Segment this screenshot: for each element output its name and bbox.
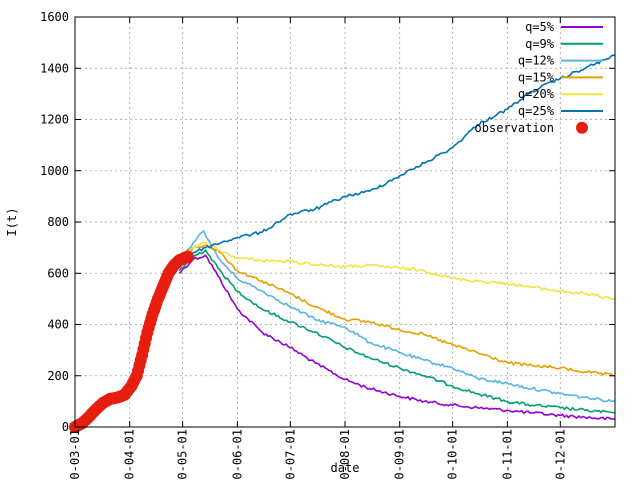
x-tick-label: 2020-03-01 (68, 429, 82, 480)
series-line-5 (178, 241, 616, 301)
grid (74, 16, 615, 428)
legend-swatch (576, 121, 588, 134)
x-axis-label: date (331, 461, 360, 475)
axis-ticks: 0 200 400 600 800 1000 1200 1400 1600 2020-03-01 2… (40, 10, 615, 485)
legend: q=5% q=9% q=12% q=15% q=20% q=25% observation (475, 20, 603, 135)
y-tick-label: 1600 (40, 10, 69, 24)
x-tick-label: 2020-10-01 (446, 429, 460, 480)
x-tick-label: 2020-08-01 (338, 429, 352, 480)
series-lines (178, 54, 616, 421)
y-tick-label: 800 (47, 215, 69, 229)
legend-label: q=9% (525, 37, 555, 51)
y-tick-label: 0 (62, 420, 69, 434)
legend-label: q=12% (518, 54, 555, 68)
series-line-3 (178, 229, 616, 403)
y-tick-label: 200 (47, 369, 69, 383)
series-line-2 (178, 248, 616, 414)
legend-label: q=25% (518, 104, 555, 118)
series-line-4 (178, 244, 616, 377)
observation-point (181, 250, 194, 263)
y-tick-label: 600 (47, 266, 69, 280)
series-line-6 (178, 54, 616, 259)
y-tick-label: 400 (47, 318, 69, 332)
y-tick-label: 1400 (40, 61, 69, 75)
y-axis-label: I(t) (5, 208, 19, 237)
x-tick-label: 2020-09-01 (393, 429, 407, 480)
x-tick-label: 2020-05-01 (176, 429, 190, 480)
legend-label: q=5% (525, 20, 555, 34)
x-tick-label: 2020-11-01 (500, 429, 514, 480)
x-tick-label: 2020-06-01 (230, 429, 244, 480)
legend-label: q=20% (518, 87, 555, 101)
legend-label: observation (475, 121, 554, 135)
x-tick-label: 2020-07-01 (283, 429, 297, 480)
x-tick-label: 2020-04-01 (123, 429, 137, 480)
x-tick-label: 2020-12-01 (553, 429, 567, 480)
y-tick-label: 1000 (40, 164, 69, 178)
legend-label: q=15% (518, 70, 555, 84)
observation-points (69, 250, 194, 433)
series-line-1 (178, 254, 616, 421)
y-tick-label: 1200 (40, 113, 69, 127)
